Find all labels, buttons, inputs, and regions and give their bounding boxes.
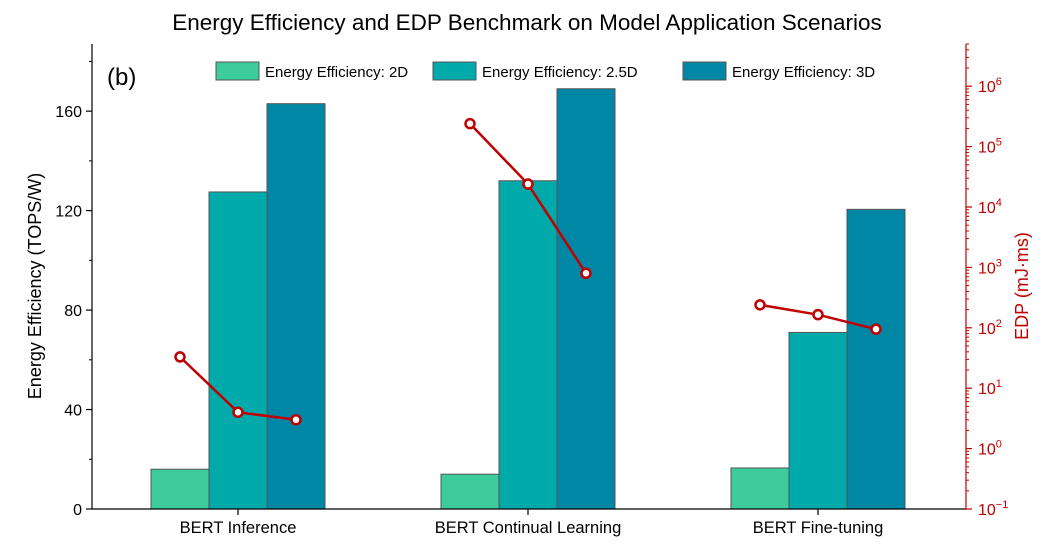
edp-point xyxy=(522,178,534,190)
bar xyxy=(208,191,268,510)
y2-tick-label: 103 xyxy=(978,257,1002,277)
edp-point xyxy=(232,406,244,418)
legend-label: Energy Efficiency: 3D xyxy=(732,64,875,81)
y2-tick-label: 105 xyxy=(978,137,1002,157)
y-tick-label: 160 xyxy=(55,104,82,121)
plot-area: 0 40 80 120 160 10−1 100 101 102 103 104 105 106 BERT… xyxy=(55,43,1008,537)
edp-point xyxy=(464,117,476,130)
chart-title: Energy Efficiency and EDP Benchmark on M… xyxy=(172,10,882,35)
legend-swatch xyxy=(215,61,260,81)
x-tick-label: BERT Continual Learning xyxy=(435,519,622,537)
y2-axis-label: EDP (mJ·ms) xyxy=(1012,232,1032,340)
legend-swatch xyxy=(432,61,477,81)
x-tick-label: BERT Inference xyxy=(180,519,297,537)
y2-tick-label: 101 xyxy=(978,378,1002,398)
legend-label: Energy Efficiency: 2.5D xyxy=(482,64,638,81)
x-tick-label: BERT Fine-tuning xyxy=(753,519,884,537)
bar xyxy=(150,468,210,510)
bar xyxy=(730,467,790,510)
y2-tick-label: 104 xyxy=(978,197,1002,217)
bar xyxy=(266,103,326,510)
y2-tick-label: 10−1 xyxy=(978,499,1008,519)
bar xyxy=(556,88,616,510)
legend: Energy Efficiency: 2D Energy Efficiency: … xyxy=(215,61,875,81)
edp-point xyxy=(174,351,186,363)
edp-point xyxy=(290,414,302,426)
y-axis-label: Energy Efficiency (TOPS/W) xyxy=(25,173,45,399)
y2-tick-label: 106 xyxy=(978,76,1002,96)
y2-tick-label: 102 xyxy=(978,318,1002,338)
bar xyxy=(440,473,500,510)
bar xyxy=(846,208,906,510)
bar xyxy=(788,331,848,510)
legend-swatch xyxy=(682,61,727,81)
y-tick-label: 80 xyxy=(64,303,82,320)
panel-label: (b) xyxy=(107,64,136,91)
edp-point xyxy=(812,308,824,321)
edp-point xyxy=(754,299,766,311)
y2-tick-label: 100 xyxy=(978,439,1002,459)
legend-label: Energy Efficiency: 2D xyxy=(265,64,408,81)
edp-point xyxy=(870,323,882,335)
y-tick-label: 0 xyxy=(73,502,82,519)
bar xyxy=(498,180,558,510)
y-tick-label: 120 xyxy=(55,204,82,221)
y-tick-label: 40 xyxy=(64,403,82,420)
edp-point xyxy=(580,267,592,280)
